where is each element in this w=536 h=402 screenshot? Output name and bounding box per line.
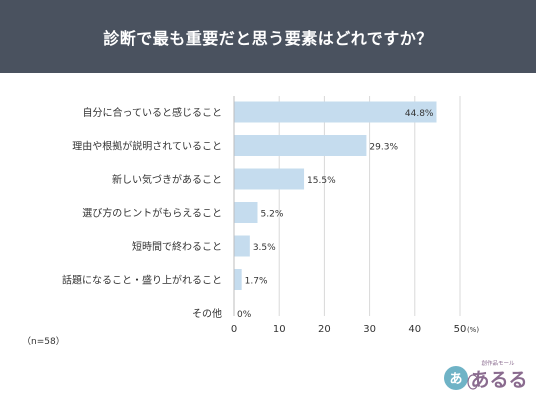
x-unit-label: (%) <box>467 326 479 334</box>
brand-logo: あ 創作品モール あるる <box>444 359 528 391</box>
bar-value-label: 5.2% <box>261 210 284 220</box>
x-tick-label: 20 <box>318 324 331 335</box>
bar-value-label: 44.8% <box>405 109 434 119</box>
bar-value-label: 15.5% <box>307 176 336 186</box>
category-label: 自分に合っていると感じること <box>83 106 223 119</box>
logo-rabbit-icon <box>467 374 479 390</box>
category-label: 短時間で終わること <box>132 240 222 253</box>
bar <box>234 101 437 123</box>
x-tick-label: 10 <box>273 324 286 335</box>
chart-title: 診断で最も重要だと思う要素はどれですか？ <box>103 28 433 48</box>
category-label: 理由や根拠が説明されていること <box>72 140 222 153</box>
bar-value-label: 3.5% <box>253 243 276 253</box>
bar-value-label: 29.3% <box>369 143 398 153</box>
bar-value-label: 0% <box>237 310 252 320</box>
bar <box>234 269 242 290</box>
bar <box>234 202 258 223</box>
logo-name: あるる <box>470 369 527 391</box>
category-label: その他 <box>192 307 222 320</box>
category-label: 話題になること・盛り上がれること <box>62 274 222 287</box>
x-tick-label: 0 <box>231 324 237 335</box>
x-tick-label: 30 <box>363 324 376 335</box>
x-tick-label: 40 <box>408 324 421 335</box>
bar <box>234 235 250 257</box>
logo-badge-icon <box>444 366 468 390</box>
logo-subtitle: 創作品モール <box>481 359 515 367</box>
category-label: 選び方のヒントがもらえること <box>82 207 222 220</box>
x-tick-label: 50 <box>454 324 467 335</box>
bar <box>234 135 367 156</box>
title-banner: 診断で最も重要だと思う要素はどれですか？ <box>0 0 536 73</box>
sample-size-note: （n=58） <box>22 337 65 347</box>
category-label: 新しい気づきがあること <box>112 173 222 186</box>
bar <box>234 168 305 190</box>
bar-value-label: 1.7% <box>245 277 268 287</box>
logo-badge-text: あ <box>449 372 462 387</box>
